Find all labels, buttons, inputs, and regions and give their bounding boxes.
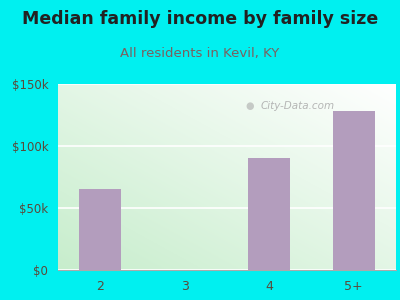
- Text: City-Data.com: City-Data.com: [261, 101, 335, 111]
- Bar: [79, 189, 121, 270]
- Bar: [248, 158, 290, 270]
- Bar: [333, 111, 375, 270]
- Text: Median family income by family size: Median family income by family size: [22, 11, 378, 28]
- Text: All residents in Kevil, KY: All residents in Kevil, KY: [120, 46, 280, 59]
- Text: ●: ●: [246, 101, 254, 111]
